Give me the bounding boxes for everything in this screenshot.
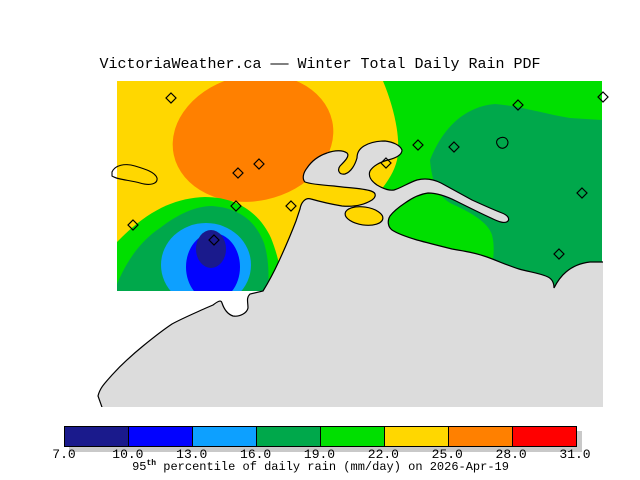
colorbar-tick-label: 13.0 [176, 447, 208, 462]
field-orange-high [172, 81, 334, 202]
station-markers [127, 91, 609, 260]
field-east-dark-green [430, 104, 602, 291]
station-marker-diamond [232, 167, 244, 179]
station-marker-diamond [285, 200, 297, 212]
colorbar-segment [448, 427, 512, 446]
station-marker-diamond [127, 219, 139, 231]
page-title: VictoriaWeather.ca —— Winter Total Daily… [99, 56, 541, 73]
colorbar-tick-label: 7.0 [52, 447, 76, 462]
colorbar-segment [65, 427, 128, 446]
station-marker-diamond [230, 200, 242, 212]
colorbar-tick-label: 31.0 [559, 447, 591, 462]
colorbar-segment [512, 427, 576, 446]
harbour-island [344, 206, 384, 226]
caption-superscript: th [146, 459, 157, 468]
colorbar-caption: 95th percentile of daily rain (mm/day) o… [64, 459, 577, 474]
elk-lake-outline [496, 136, 509, 149]
caption-prefix: 95 [132, 460, 147, 474]
colorbar-segment [192, 427, 256, 446]
station-marker-diamond [553, 248, 565, 260]
station-marker-diamond [412, 139, 424, 151]
caption-rest: percentile of daily rain (mm/day) on 202… [156, 460, 509, 474]
station-marker-diamond [448, 141, 460, 153]
station-marker-diamond [165, 92, 177, 104]
colorbar-segment [256, 427, 320, 446]
sea-layer [97, 140, 603, 407]
field-bullseye-navy-core [196, 230, 226, 268]
colorbar-tick-label: 10.0 [112, 447, 144, 462]
colorbar-tick-labels: 7.0 10.0 13.0 16.0 19.0 22.0 25.0 28.0 31.0 [0, 447, 640, 462]
station-marker-diamond [597, 91, 609, 103]
colorbar-tick-label: 16.0 [240, 447, 272, 462]
station-marker-diamond [576, 187, 588, 199]
colorbar-segment [320, 427, 384, 446]
station-marker-diamond [208, 234, 220, 246]
colorbar-tick-label: 25.0 [431, 447, 463, 462]
colorbar-segment [128, 427, 192, 446]
station-marker-diamond [253, 158, 265, 170]
colorbar-segment [384, 427, 448, 446]
colorbar-tick-label: 22.0 [367, 447, 399, 462]
colorbar [64, 426, 577, 447]
colorbar-tick-label: 28.0 [495, 447, 527, 462]
station-marker-diamond [380, 157, 392, 169]
colorbar-tick-label: 19.0 [303, 447, 336, 462]
sea-juan-de-fuca [97, 140, 603, 407]
station-marker-diamond [512, 99, 524, 111]
west-lake-outline [111, 164, 158, 185]
